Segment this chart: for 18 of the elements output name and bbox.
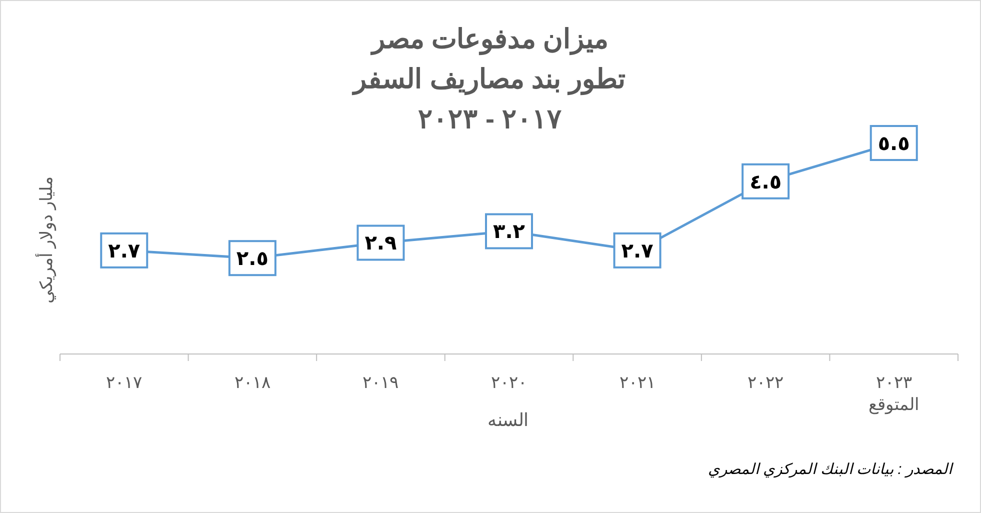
x-tick-label: ٢٠٢٢ [748,373,784,392]
x-tick-label: ٢٠٢٠ [491,373,527,392]
data-label: ٢.٧ [108,238,140,262]
data-label: ٣.٢ [492,219,526,244]
data-label: ٤.٥ [750,169,782,194]
x-tick-label: ٢٠١٧ [106,373,142,392]
x-tick-label: ٢٠١٨ [234,373,270,392]
data-label: ٢.٩ [364,230,397,255]
text: المصدر : بيانات البنك المركزي المصري [708,461,954,478]
x-axis-title: السنه [488,410,528,430]
x-tick-label: ٢٠٢٣ المتوقع [868,373,920,415]
x-tick-label: ٢٠١٩ [362,373,399,392]
x-tick-label: ٢٠٢١ [619,373,656,392]
data-label: ٥.٥ [878,131,910,155]
data-label: ٢.٧ [621,238,654,262]
chart-title: ميزان مدفوعات مصر تطور بند مصاريف السفر ٢٠١٧ - ٢٠٢٣ [352,24,626,134]
data-label: ٢.٥ [236,246,268,270]
y-axis-title: مليار دولار أمريكي [35,176,57,304]
